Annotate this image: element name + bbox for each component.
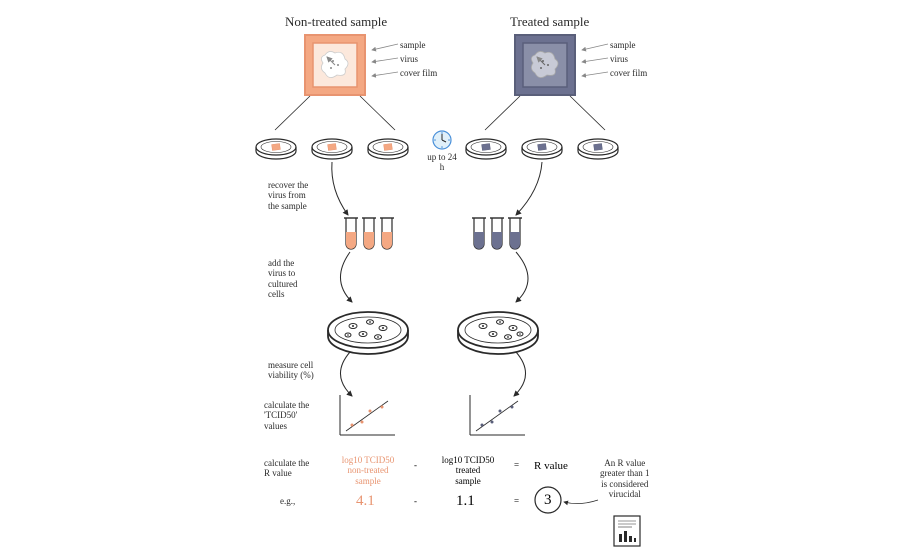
clock-icon bbox=[433, 131, 451, 149]
title-nontreated: Non-treated sample bbox=[285, 14, 387, 30]
treated-sample-box bbox=[515, 35, 575, 95]
formula-minus-1: - bbox=[414, 460, 417, 470]
tubes-nontreated bbox=[344, 218, 394, 249]
petri-dishes-treated bbox=[466, 139, 618, 159]
nontreated-sample-box bbox=[305, 35, 365, 95]
step-eg: e.g., bbox=[280, 496, 295, 506]
formula-treated-term: log10 TCID50 treated sample bbox=[436, 455, 500, 486]
formula-result: 3 bbox=[544, 492, 552, 509]
clock-label: up to 24 h bbox=[424, 152, 460, 173]
formula-minus-2: - bbox=[414, 496, 417, 506]
formula-eq-2: = bbox=[514, 496, 519, 506]
r-note: An R value greater than 1 is considered … bbox=[600, 458, 649, 499]
step-add: add the virus to cultured cells bbox=[268, 258, 298, 299]
title-treated: Treated sample bbox=[510, 14, 589, 30]
petri-dishes-nontreated bbox=[256, 139, 408, 159]
anno-sample-r: sample bbox=[610, 40, 636, 50]
formula-rvalue: R value bbox=[534, 460, 568, 473]
formula-nontreated-val: 4.1 bbox=[356, 493, 375, 510]
formula-eq-1: = bbox=[514, 460, 519, 470]
cell-dish-right bbox=[458, 312, 538, 354]
anno-virus-r: virus bbox=[610, 54, 628, 64]
tubes-treated bbox=[472, 218, 522, 249]
chart-right bbox=[470, 395, 525, 435]
formula-nontreated-term: log10 TCID50 non-treated sample bbox=[336, 455, 400, 486]
step-measure: measure cell viability (%) bbox=[268, 360, 314, 381]
diagram-canvas: Non-treated sample Treated sample sample… bbox=[0, 0, 900, 550]
formula-treated-val: 1.1 bbox=[456, 493, 475, 510]
step-tcid: calculate the 'TCID50' values bbox=[264, 400, 309, 431]
cell-dish-left bbox=[328, 312, 408, 354]
report-icon bbox=[614, 516, 640, 546]
anno-cover-r: cover film bbox=[610, 68, 647, 78]
anno-virus-l: virus bbox=[400, 54, 418, 64]
anno-sample-l: sample bbox=[400, 40, 426, 50]
step-calcr: calculate the R value bbox=[264, 458, 309, 479]
chart-left bbox=[340, 395, 395, 435]
step-recover: recover the virus from the sample bbox=[268, 180, 308, 211]
anno-cover-l: cover film bbox=[400, 68, 437, 78]
